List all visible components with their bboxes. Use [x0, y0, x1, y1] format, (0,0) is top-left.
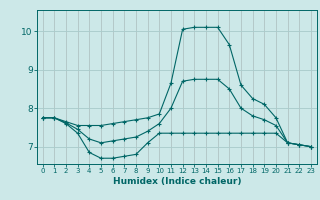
X-axis label: Humidex (Indice chaleur): Humidex (Indice chaleur) [113, 177, 241, 186]
